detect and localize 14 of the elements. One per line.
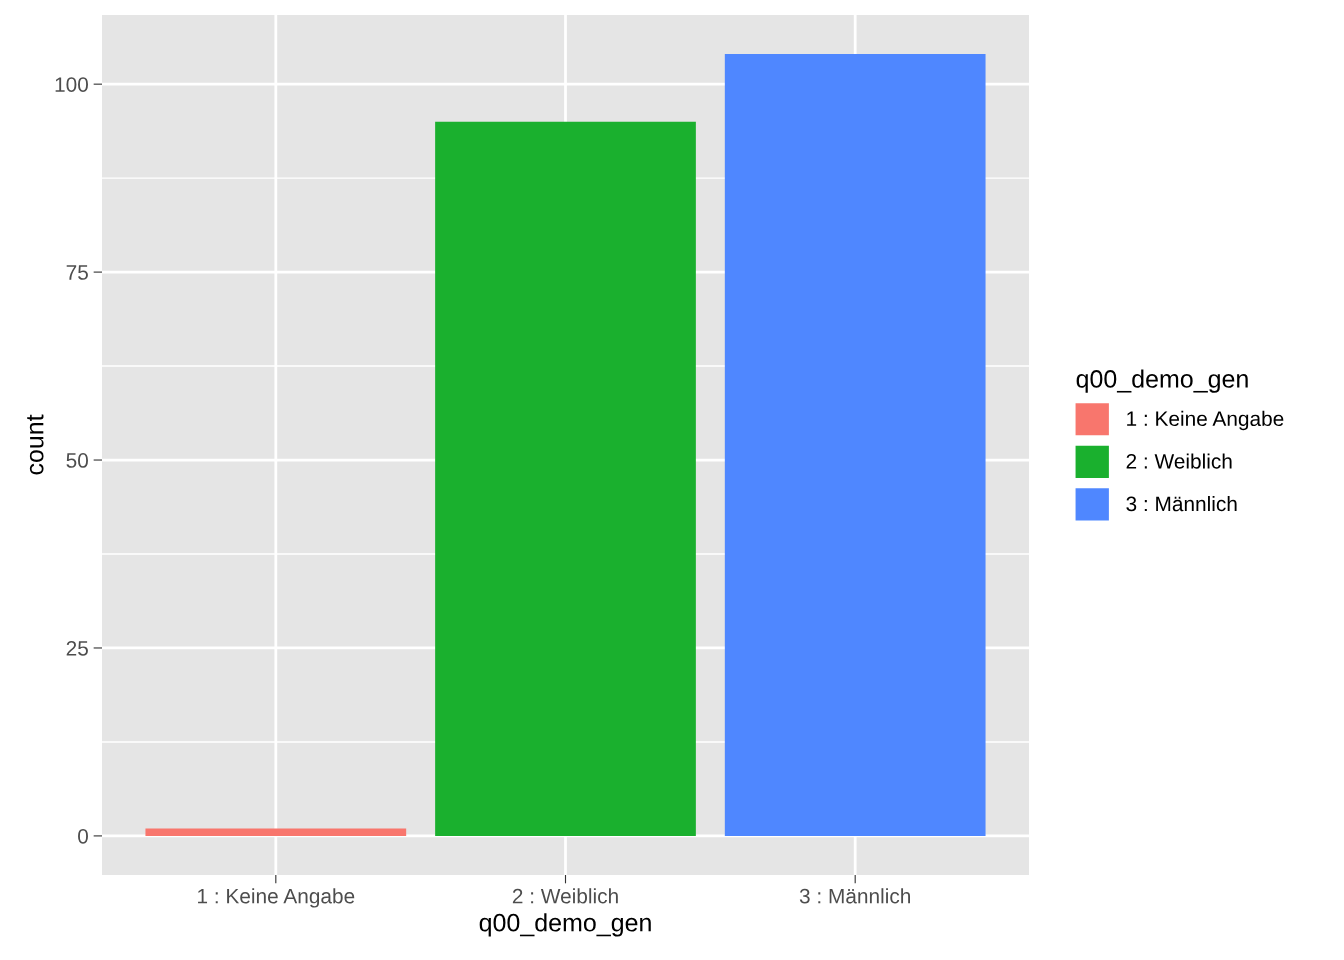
y-tick-label: 75	[66, 265, 88, 280]
legend-label: 2 : Weiblich	[1126, 453, 1232, 469]
y-tick-label: 0	[78, 828, 88, 844]
y-tick-label: 100	[55, 77, 88, 92]
y-axis-title: count	[27, 414, 44, 475]
x-tick-label: 2 : Weiblich	[512, 888, 618, 904]
y-tick-label: 50	[66, 453, 88, 468]
x-axis-title: q00_demo_gen	[479, 913, 651, 937]
legend-label: 1 : Keine Angabe	[1127, 410, 1284, 431]
legend-title: q00_demo_gen	[1076, 369, 1248, 393]
x-tick-label: 3 : Männlich	[799, 888, 910, 904]
x-tick-label: 1 : Keine Angabe	[198, 888, 355, 908]
y-tick-label: 25	[66, 640, 88, 656]
legend-label: 3 : Männlich	[1126, 495, 1237, 512]
